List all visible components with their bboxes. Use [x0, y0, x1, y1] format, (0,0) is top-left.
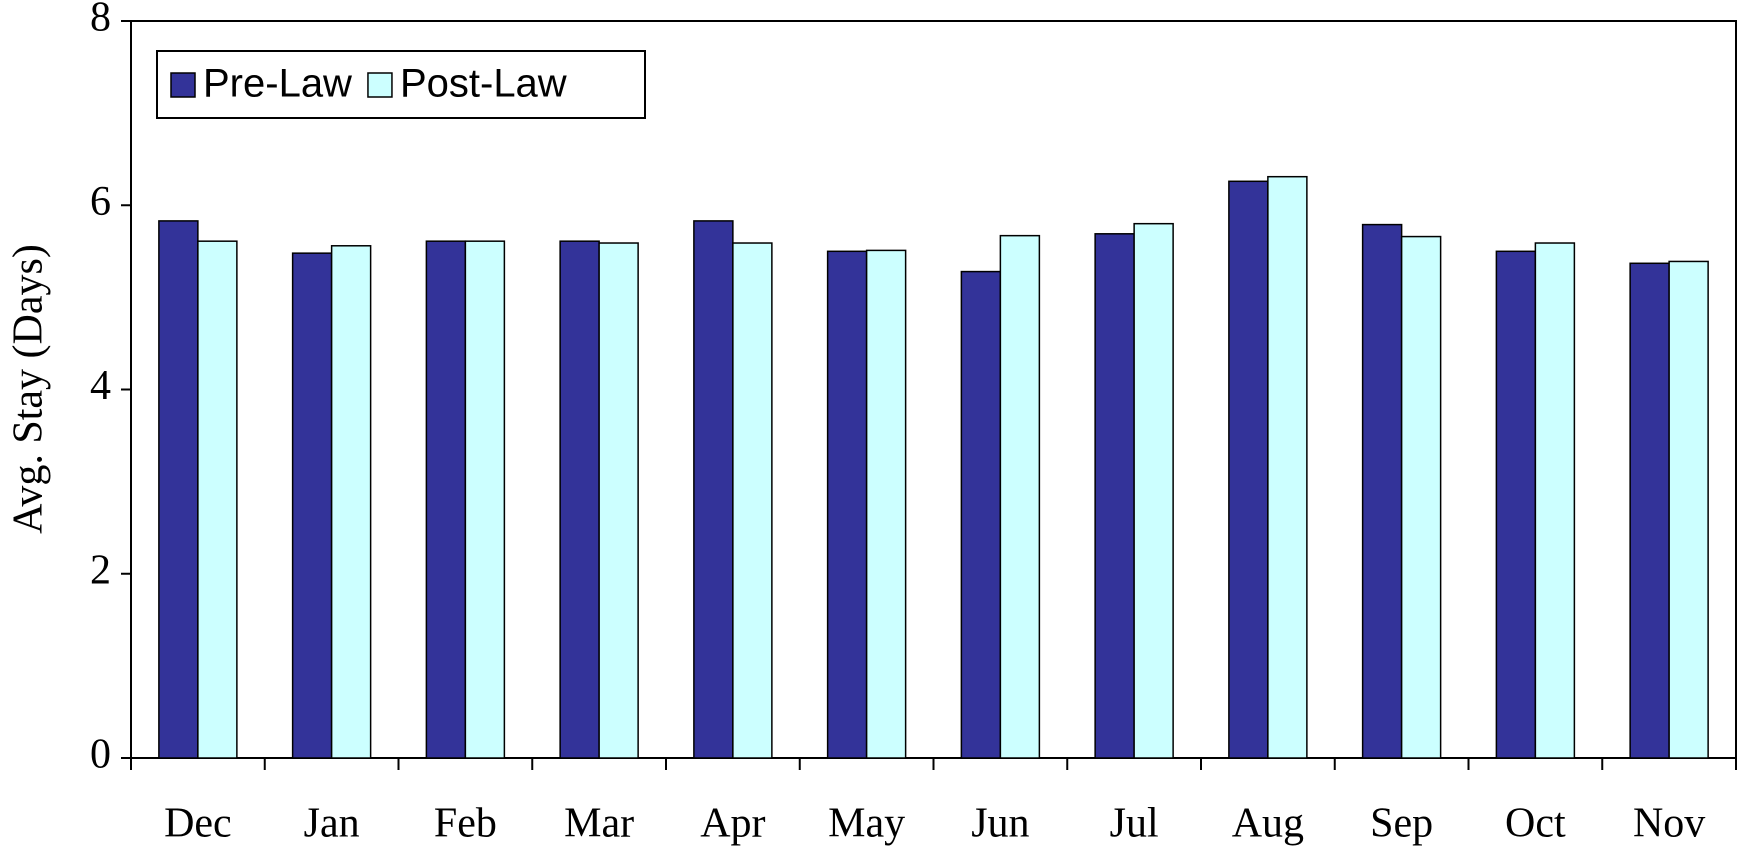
bar — [826, 250, 868, 759]
bar — [1267, 175, 1308, 759]
x-tick-label: Aug — [1232, 801, 1304, 847]
bar — [960, 270, 1002, 759]
legend-label: Post-Law — [400, 62, 567, 106]
plot-frame — [130, 20, 1737, 759]
y-tick-label: 6 — [90, 179, 111, 225]
bar — [1228, 180, 1269, 759]
x-tick-label: Feb — [434, 801, 497, 847]
legend-box — [156, 50, 646, 119]
bar — [291, 252, 333, 759]
y-axis-label: Avg. Stay (Days) — [6, 244, 52, 534]
x-tick-label: Jun — [971, 801, 1029, 847]
bar — [1400, 235, 1442, 759]
x-tick-label: Dec — [164, 801, 232, 847]
bar — [1094, 233, 1135, 759]
legend-swatch — [170, 72, 196, 98]
bar — [197, 240, 238, 759]
bar — [1495, 250, 1537, 759]
x-tick-label: Sep — [1370, 801, 1433, 847]
bar — [1534, 242, 1576, 759]
bar — [865, 249, 907, 759]
bar — [330, 245, 372, 759]
legend-label: Pre-Law — [203, 62, 352, 106]
x-tick-label: Mar — [564, 801, 634, 847]
y-tick-label: 2 — [90, 547, 111, 593]
bar — [1361, 223, 1403, 759]
x-tick-label: May — [828, 801, 905, 847]
bar — [1629, 262, 1670, 759]
x-tick-label: Nov — [1633, 801, 1705, 847]
y-tick-label: 8 — [90, 0, 111, 41]
bar — [598, 242, 639, 759]
bar — [559, 240, 600, 759]
x-tick-label: Jul — [1110, 801, 1159, 847]
y-tick-label: 0 — [90, 732, 111, 778]
x-tick-label: Apr — [700, 801, 765, 847]
bar — [693, 220, 734, 759]
bar — [732, 242, 773, 759]
bar — [464, 240, 506, 759]
bar — [1133, 222, 1174, 759]
bar — [1668, 260, 1709, 759]
bar — [999, 234, 1041, 759]
bar — [425, 240, 467, 759]
legend-swatch — [367, 72, 393, 98]
x-tick-label: Oct — [1505, 801, 1566, 847]
bar — [158, 220, 199, 759]
x-tick-label: Jan — [304, 801, 360, 847]
y-tick-label: 4 — [90, 363, 111, 409]
